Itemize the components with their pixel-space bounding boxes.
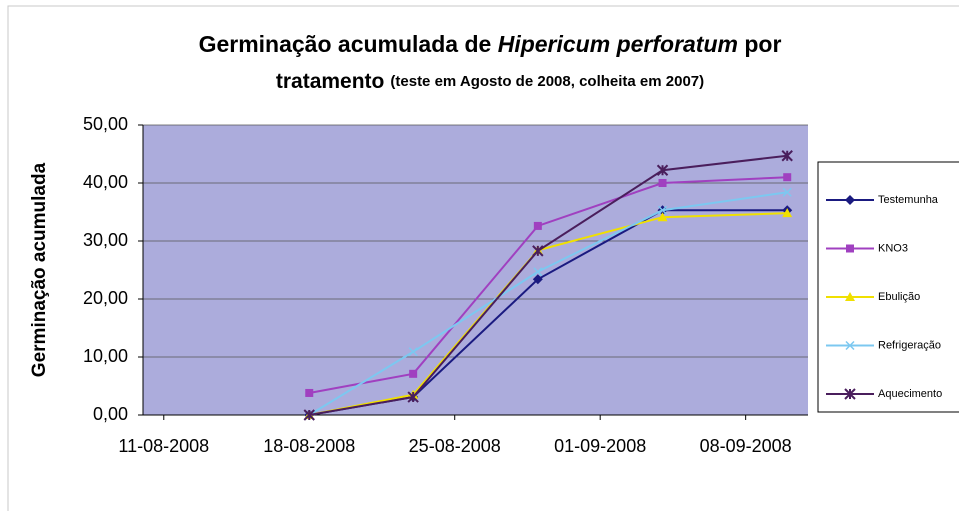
y-tick-label: 0,00 bbox=[93, 404, 128, 424]
x-tick-label: 18-08-2008 bbox=[263, 436, 355, 456]
marker bbox=[782, 187, 792, 197]
marker bbox=[783, 173, 792, 182]
legend-label: KNO3 bbox=[878, 242, 908, 254]
chart-title-line2: tratamento (teste em Agosto de 2008, colh… bbox=[276, 70, 704, 93]
marker bbox=[532, 245, 544, 257]
marker bbox=[656, 164, 669, 176]
marker bbox=[407, 391, 419, 403]
title-note: (teste em Agosto de 2008, colheita em 20… bbox=[390, 73, 704, 90]
x-tick-label: 25-08-2008 bbox=[409, 436, 501, 456]
legend-marker bbox=[845, 340, 855, 351]
marker bbox=[409, 369, 418, 378]
y-tick-label: 30,00 bbox=[83, 230, 128, 250]
y-tick-label: 40,00 bbox=[83, 172, 128, 192]
legend-label: Aquecimento bbox=[878, 388, 942, 400]
title-part: Germinação acumulada de bbox=[199, 31, 498, 57]
marker bbox=[657, 212, 668, 222]
marker bbox=[305, 388, 314, 397]
legend-marker bbox=[845, 292, 855, 301]
legend-label: Testemunha bbox=[878, 194, 939, 206]
marker bbox=[658, 179, 667, 187]
y-tick-label: 10,00 bbox=[83, 346, 128, 366]
title-part: por bbox=[738, 31, 781, 57]
y-axis-label: Germinação acumulada bbox=[29, 162, 50, 377]
legend-label: Ebulição bbox=[878, 291, 920, 303]
marker bbox=[533, 267, 543, 277]
chart-title: Germinação acumulada de Hipericum perfor… bbox=[199, 31, 782, 57]
title-part: Hipericum perforatum bbox=[498, 31, 738, 57]
marker bbox=[533, 221, 542, 230]
x-tick-label: 01-09-2008 bbox=[554, 436, 646, 456]
y-tick-label: 50,00 bbox=[83, 114, 128, 134]
legend-label: Refrigeração bbox=[878, 339, 941, 351]
marker bbox=[408, 347, 418, 357]
x-tick-label: 08-09-2008 bbox=[700, 436, 792, 456]
legend-marker bbox=[845, 195, 855, 205]
y-tick-label: 20,00 bbox=[83, 288, 128, 308]
legend-marker bbox=[846, 244, 854, 253]
legend-marker bbox=[844, 388, 856, 400]
marker bbox=[782, 208, 793, 218]
legend bbox=[817, 161, 959, 413]
marker bbox=[781, 150, 793, 162]
marker bbox=[303, 409, 315, 421]
marker bbox=[532, 274, 543, 285]
plot-area bbox=[143, 125, 808, 415]
x-tick-label: 11-08-2008 bbox=[118, 436, 209, 456]
title-part: tratamento bbox=[276, 70, 385, 93]
marker bbox=[658, 205, 668, 215]
